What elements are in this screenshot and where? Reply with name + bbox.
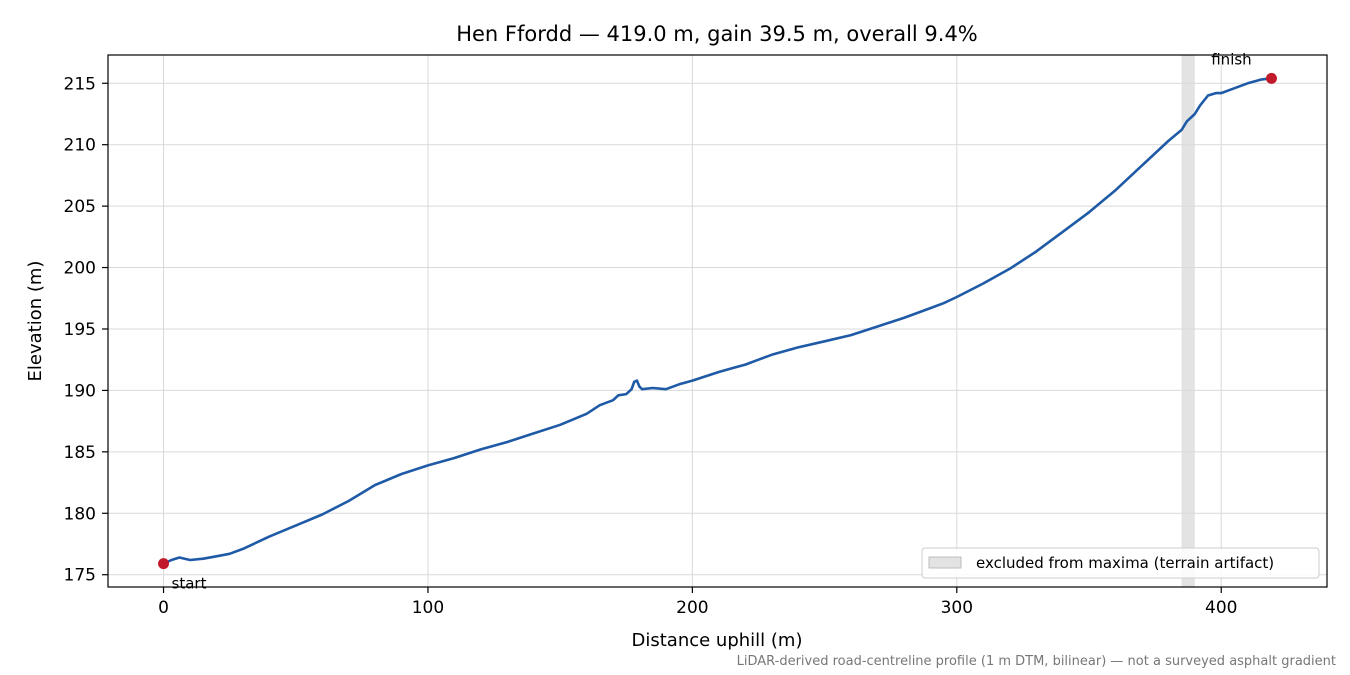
finish-marker [1265, 72, 1277, 84]
y-tick-label: 195 [64, 320, 96, 340]
series-layer [162, 77, 1273, 566]
x-tick-label: 400 [1205, 598, 1237, 618]
y-tick-label: 210 [64, 136, 96, 156]
footnote: LiDAR-derived road-centreline profile (1… [737, 654, 1336, 669]
legend-label-excluded: excluded from maxima (terrain artifact) [976, 554, 1274, 572]
finish-annotation: finish [1211, 50, 1251, 68]
x-tick-label: 200 [676, 598, 708, 618]
y-axis-label: Elevation (m) [25, 261, 46, 382]
grid [108, 55, 1327, 587]
y-tick-label: 215 [64, 74, 96, 94]
legend-box [921, 547, 1320, 579]
y-tick-label: 190 [64, 381, 96, 401]
x-tick-label: 300 [941, 598, 973, 618]
plot-area-frame [107, 54, 1328, 588]
chart-title: Hen Ffordd — 419.0 m, gain 39.5 m, overa… [456, 22, 978, 46]
y-tick-label: 185 [64, 443, 96, 463]
x-tick-label: 100 [412, 598, 444, 618]
legend-swatch-excluded [928, 556, 962, 569]
y-tick-label: 200 [64, 259, 96, 279]
y-tick-label: 175 [64, 566, 96, 586]
excluded-band-layer [1181, 55, 1195, 587]
elevation-line [162, 77, 1273, 566]
start-annotation: start [172, 575, 207, 593]
excluded-band [1181, 55, 1195, 587]
y-axis-ticks: 175 180 185 190 195 200 205 210 215 [64, 74, 108, 586]
x-axis-ticks: 0 100 200 300 400 [158, 587, 1237, 618]
y-tick-label: 205 [64, 197, 96, 217]
x-axis-label: Distance uphill (m) [632, 630, 803, 651]
legend: excluded from maxima (terrain artifact) [921, 547, 1320, 579]
x-tick-label: 0 [158, 598, 169, 618]
start-marker [158, 558, 170, 570]
y-tick-label: 180 [64, 504, 96, 524]
